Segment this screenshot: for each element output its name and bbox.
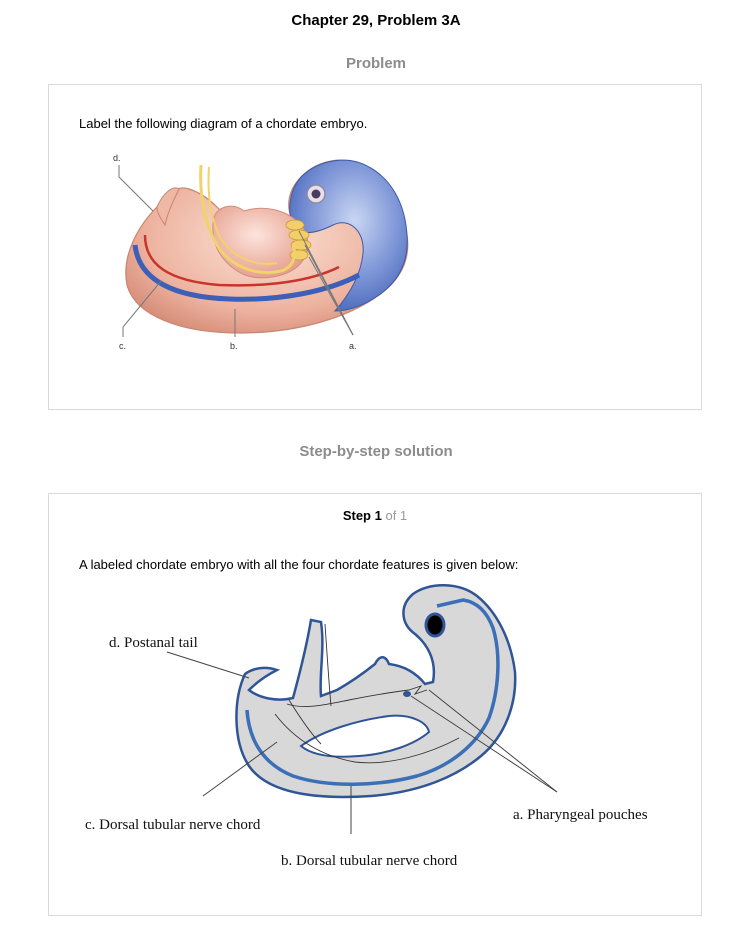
tail-tip-shape <box>156 187 180 227</box>
label-d: d. <box>113 153 121 163</box>
problem-card: Label the following diagram of a chordat… <box>48 84 702 410</box>
step-count: of 1 <box>385 508 408 523</box>
leader-pouches-1 <box>410 695 558 793</box>
internal-line-1 <box>286 689 410 707</box>
label-a: a. <box>349 341 357 351</box>
vessel-shape <box>199 164 296 274</box>
label-b: b. <box>230 341 238 351</box>
internal-line-2 <box>288 699 322 745</box>
internal-line-4 <box>324 623 332 707</box>
labeled-pharynx-dot <box>403 691 411 697</box>
internal-line-3 <box>274 713 460 764</box>
labeled-embryo-cavity <box>299 714 431 758</box>
leader-line-c <box>122 280 162 337</box>
solution-heading: Step-by-step solution <box>299 443 453 460</box>
embryo-illustration: d. c. b. a. <box>113 153 409 351</box>
chapter-title: Chapter 29, Problem 3A <box>291 12 461 29</box>
solution-text: A labeled chordate embryo with all the f… <box>79 557 519 572</box>
internal-line-5 <box>408 685 428 695</box>
step-label: Step 1 <box>342 508 382 523</box>
label-dorsal-nerve-chord-b: b. Dorsal tubular nerve chord <box>281 853 458 869</box>
question-text: Label the following diagram of a chordat… <box>79 116 368 131</box>
leader-line-a3 <box>308 256 354 336</box>
label-pharyngeal-pouches: a. Pharyngeal pouches <box>513 807 648 823</box>
labeled-embryo-diagram: d. Postanal tail c. Dorsal tubular nerve… <box>85 584 648 869</box>
labeled-eye-spot <box>424 612 446 638</box>
leader-postanal-tail <box>166 651 250 679</box>
notochord-shape <box>143 234 340 287</box>
leader-pouches-2 <box>428 689 558 793</box>
eye-pupil-shape <box>311 189 321 199</box>
vessel-shape-2 <box>207 166 278 265</box>
step-title: Step 1 of 1 <box>49 508 701 523</box>
leader-nerve-cord-c <box>202 741 278 797</box>
label-c: c. <box>119 341 126 351</box>
label-dorsal-nerve-chord-c: c. Dorsal tubular nerve chord <box>85 817 261 833</box>
solution-card: Step 1 of 1 A labeled chordate embryo wi… <box>48 493 702 916</box>
labeled-embryo-body <box>235 584 517 799</box>
problem-heading: Problem <box>345 55 406 72</box>
label-postanal-tail: d. Postanal tail <box>109 635 198 651</box>
labeled-nerve-cord <box>245 598 500 786</box>
leader-line-d <box>118 165 154 212</box>
